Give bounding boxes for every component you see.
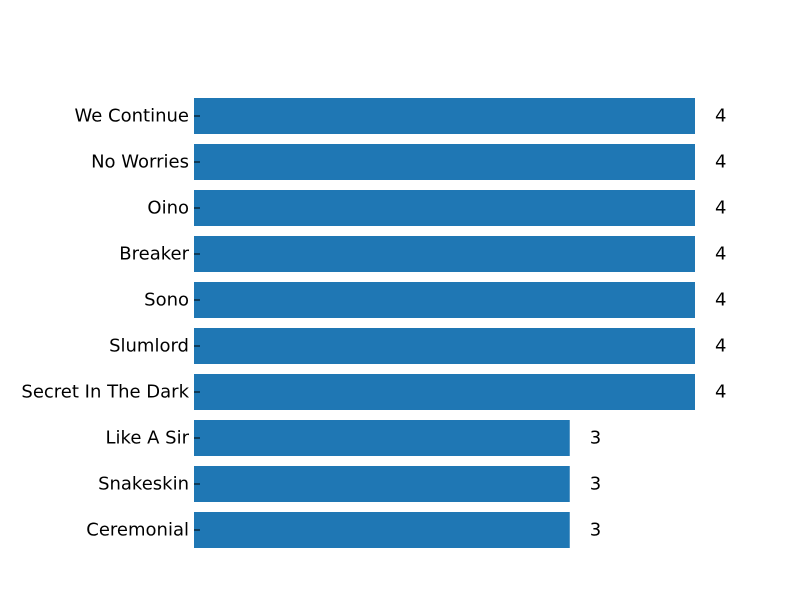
category-label-2: Oino (147, 198, 189, 219)
bar-1 (194, 144, 695, 180)
category-label-8: Snakeskin (98, 474, 189, 495)
bar-5 (194, 328, 695, 364)
value-label-7: 3 (590, 428, 601, 449)
category-label-5: Slumlord (109, 336, 189, 357)
bars-layer (194, 98, 695, 548)
category-label-0: We Continue (75, 106, 189, 127)
bar-9 (194, 512, 570, 548)
y-axis-ticks (194, 115, 200, 531)
value-label-9: 3 (590, 520, 601, 541)
value-label-2: 4 (715, 198, 726, 219)
bar-8 (194, 466, 570, 502)
category-label-4: Sono (144, 290, 189, 311)
category-label-6: Secret In The Dark (21, 382, 189, 403)
category-label-3: Breaker (119, 244, 189, 265)
value-labels: 4 4 4 4 4 4 4 3 3 3 (590, 106, 727, 541)
value-label-6: 4 (715, 382, 726, 403)
value-label-1: 4 (715, 152, 726, 173)
category-label-7: Like A Sir (106, 428, 190, 449)
bar-2 (194, 190, 695, 226)
bar-3 (194, 236, 695, 272)
value-label-8: 3 (590, 474, 601, 495)
value-label-3: 4 (715, 244, 726, 265)
bar-6 (194, 374, 695, 410)
bar-7 (194, 420, 570, 456)
value-label-0: 4 (715, 106, 726, 127)
category-label-9: Ceremonial (86, 520, 189, 541)
category-label-1: No Worries (91, 152, 189, 173)
bar-0 (194, 98, 695, 134)
value-label-4: 4 (715, 290, 726, 311)
value-label-5: 4 (715, 336, 726, 357)
category-labels: We Continue No Worries Oino Breaker Sono Slum… (21, 106, 189, 541)
bar-4 (194, 282, 695, 318)
